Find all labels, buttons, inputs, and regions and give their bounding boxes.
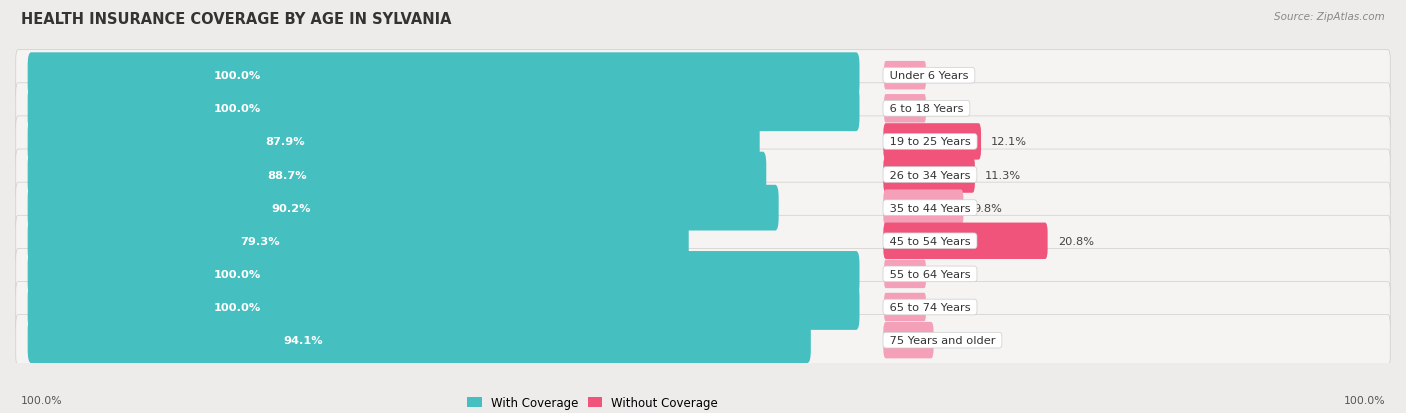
FancyBboxPatch shape [15,116,1391,168]
FancyBboxPatch shape [15,249,1391,300]
Text: 5.9%: 5.9% [943,335,973,345]
Text: 55 to 64 Years: 55 to 64 Years [886,269,974,279]
FancyBboxPatch shape [28,119,759,165]
FancyBboxPatch shape [884,293,925,321]
FancyBboxPatch shape [884,95,925,123]
FancyBboxPatch shape [883,223,1047,259]
Text: 87.9%: 87.9% [266,137,305,147]
FancyBboxPatch shape [15,282,1391,333]
Text: 45 to 54 Years: 45 to 54 Years [886,236,974,246]
Text: 0.0%: 0.0% [936,302,966,312]
FancyBboxPatch shape [883,322,934,358]
Text: 0.0%: 0.0% [936,104,966,114]
FancyBboxPatch shape [28,318,811,363]
FancyBboxPatch shape [28,252,859,297]
Text: 100.0%: 100.0% [214,302,262,312]
FancyBboxPatch shape [15,50,1391,102]
Text: 20.8%: 20.8% [1057,236,1094,246]
FancyBboxPatch shape [883,124,981,160]
Text: 6 to 18 Years: 6 to 18 Years [886,104,967,114]
FancyBboxPatch shape [884,260,925,288]
FancyBboxPatch shape [883,190,963,226]
FancyBboxPatch shape [15,83,1391,135]
Text: 26 to 34 Years: 26 to 34 Years [886,170,974,180]
Legend: With Coverage, Without Coverage: With Coverage, Without Coverage [463,392,723,413]
Text: Under 6 Years: Under 6 Years [886,71,972,81]
Text: 0.0%: 0.0% [936,269,966,279]
Text: 65 to 74 Years: 65 to 74 Years [886,302,974,312]
Text: 90.2%: 90.2% [271,203,311,213]
FancyBboxPatch shape [28,53,859,99]
Text: 100.0%: 100.0% [1343,395,1385,405]
FancyBboxPatch shape [883,157,974,193]
Text: 100.0%: 100.0% [214,71,262,81]
Text: 94.1%: 94.1% [283,335,322,345]
FancyBboxPatch shape [15,216,1391,267]
Text: 100.0%: 100.0% [214,269,262,279]
Text: 35 to 44 Years: 35 to 44 Years [886,203,974,213]
FancyBboxPatch shape [15,183,1391,234]
FancyBboxPatch shape [15,315,1391,366]
Text: 100.0%: 100.0% [214,104,262,114]
Text: 12.1%: 12.1% [991,137,1028,147]
Text: 19 to 25 Years: 19 to 25 Years [886,137,974,147]
FancyBboxPatch shape [28,285,859,330]
Text: 0.0%: 0.0% [936,71,966,81]
Text: 11.3%: 11.3% [986,170,1021,180]
FancyBboxPatch shape [884,62,925,90]
FancyBboxPatch shape [28,218,689,264]
FancyBboxPatch shape [28,152,766,198]
FancyBboxPatch shape [28,185,779,231]
Text: 9.8%: 9.8% [973,203,1002,213]
Text: 100.0%: 100.0% [21,395,63,405]
Text: 75 Years and older: 75 Years and older [886,335,1000,345]
FancyBboxPatch shape [28,86,859,132]
Text: Source: ZipAtlas.com: Source: ZipAtlas.com [1274,12,1385,22]
Text: 88.7%: 88.7% [267,170,307,180]
Text: HEALTH INSURANCE COVERAGE BY AGE IN SYLVANIA: HEALTH INSURANCE COVERAGE BY AGE IN SYLV… [21,12,451,27]
Text: 79.3%: 79.3% [240,236,280,246]
FancyBboxPatch shape [15,150,1391,201]
